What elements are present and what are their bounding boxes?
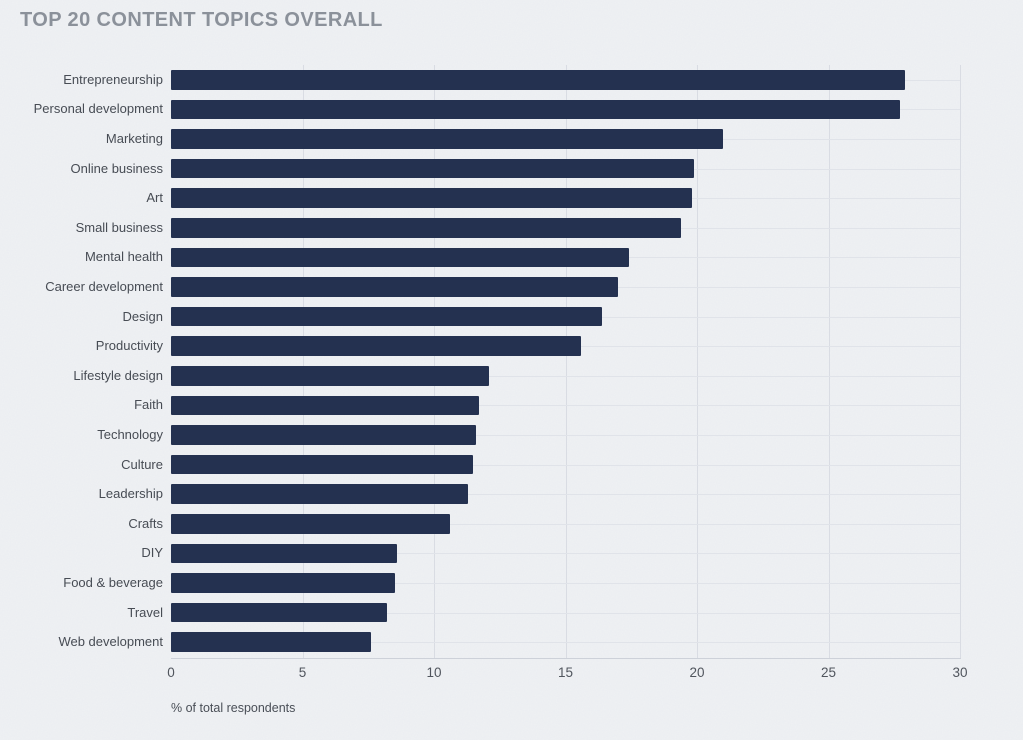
category-label: Culture <box>121 456 163 472</box>
bar <box>171 602 387 623</box>
horizontal-gridline <box>171 553 960 555</box>
bar <box>171 247 629 268</box>
category-label: DIY <box>141 545 163 561</box>
bar <box>171 158 695 179</box>
category-label: Career development <box>45 279 163 294</box>
vertical-gridline <box>565 65 567 658</box>
category-label: Travel <box>127 604 163 620</box>
chart-title: TOP 20 CONTENT TOPICS OVERALL <box>20 9 383 31</box>
bar <box>171 366 490 386</box>
category-label: Lifestyle design <box>73 367 163 383</box>
vertical-gridline <box>434 65 435 658</box>
category-label: Entrepreneurship <box>63 71 163 87</box>
category-label: Leadership <box>98 486 163 502</box>
bar <box>171 573 395 593</box>
category-label: Faith <box>134 397 163 413</box>
category-label: Marketing <box>105 131 163 146</box>
x-axis-caption: % of total respondents <box>171 701 296 715</box>
horizontal-gridline <box>171 494 960 496</box>
vertical-gridline <box>697 65 698 658</box>
horizontal-gridline <box>171 612 960 614</box>
x-axis-tick-label: 25 <box>820 665 837 680</box>
horizontal-gridline <box>171 583 960 584</box>
x-axis-tick-label: 5 <box>298 665 307 680</box>
category-label: Design <box>122 308 163 324</box>
bar <box>171 306 603 327</box>
x-axis-tick-label: 30 <box>952 665 968 680</box>
bar <box>171 395 479 416</box>
category-label: Productivity <box>95 338 163 354</box>
bar <box>171 129 724 149</box>
horizontal-gridline <box>171 405 960 407</box>
bar <box>171 99 900 120</box>
horizontal-gridline <box>171 435 960 436</box>
category-label: Food & beverage <box>63 575 163 590</box>
bar <box>171 70 905 90</box>
bar <box>171 484 469 504</box>
category-label: Crafts <box>128 515 163 531</box>
category-label: Mental health <box>84 249 163 265</box>
x-axis-tick-label: 10 <box>426 665 442 680</box>
category-label: Online business <box>70 160 164 176</box>
vertical-gridline <box>960 65 961 658</box>
bar <box>171 514 450 534</box>
vertical-gridline <box>828 65 830 658</box>
category-label: Small business <box>75 219 163 235</box>
category-label: Web development <box>58 634 163 650</box>
horizontal-gridline <box>171 464 960 466</box>
horizontal-gridline <box>171 523 960 525</box>
bar <box>171 218 682 238</box>
horizontal-gridline <box>171 642 960 644</box>
bar <box>171 454 474 475</box>
category-label: Art <box>146 190 163 206</box>
x-axis-tick-label: 0 <box>167 665 175 680</box>
category-label: Personal development <box>33 101 163 117</box>
x-axis-tick-label: 20 <box>689 665 705 680</box>
x-axis-line <box>171 658 961 659</box>
category-label: Technology <box>97 427 163 442</box>
bar <box>171 336 582 356</box>
bar <box>171 277 619 297</box>
horizontal-gridline <box>171 375 960 377</box>
bar <box>171 632 371 652</box>
bar <box>171 543 398 564</box>
bar <box>171 188 692 208</box>
bar <box>171 425 477 445</box>
x-axis-tick-label: 15 <box>557 665 574 680</box>
vertical-gridline <box>302 65 304 658</box>
